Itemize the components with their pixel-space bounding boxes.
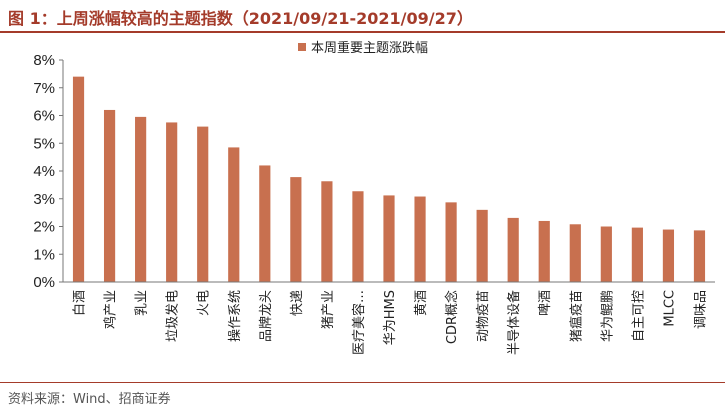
- x-category-label: 动物疫苗: [475, 290, 491, 342]
- y-tick-label: 5%: [33, 135, 55, 152]
- y-tick-label: 8%: [33, 52, 55, 69]
- bar: [693, 230, 706, 282]
- y-tick-label: 0%: [33, 274, 55, 291]
- x-category-label: 乳业: [135, 290, 150, 316]
- x-category-label: 华为HMS: [383, 290, 398, 345]
- title-rule: [0, 31, 725, 33]
- x-category-label: 啤酒: [538, 290, 553, 316]
- x-category-label: 鸡产业: [103, 290, 119, 329]
- bars: [72, 76, 706, 283]
- x-category-label: 火电: [197, 290, 212, 316]
- x-category-label: 调味品: [693, 290, 708, 329]
- x-category-label: MLCC: [662, 290, 677, 327]
- bar-chart: 本周重要主题涨跌幅 0% 1% 2% 3% 4% 5% 6% 7% 8% 白酒 鸡产业 乳业 垃圾发电…: [33, 40, 715, 355]
- bar: [476, 209, 488, 282]
- bar: [600, 226, 612, 282]
- x-category-label: 黄酒: [414, 290, 429, 316]
- x-category-label: 半导体设备: [506, 290, 522, 355]
- x-category-label: CDR概念: [444, 290, 460, 344]
- source-note: 资料来源：Wind、招商证券: [8, 392, 171, 407]
- bar: [228, 147, 240, 282]
- x-category-label: 品牌龙头: [258, 290, 274, 342]
- y-tick-label: 6%: [33, 108, 55, 125]
- bar: [290, 177, 302, 282]
- legend-swatch: [298, 43, 306, 51]
- y-tick-label: 2%: [33, 219, 55, 236]
- bar: [538, 220, 550, 282]
- bar: [321, 181, 333, 282]
- bar: [383, 195, 395, 282]
- bar: [631, 227, 643, 282]
- bar: [259, 165, 271, 282]
- x-axis: 白酒 鸡产业 乳业 垃圾发电 火电 操作系统 品牌龙头 快递 猪产业 医疗美容… 华为HMS 黄酒 CD…: [63, 281, 715, 355]
- y-tick-label: 3%: [33, 191, 55, 208]
- x-category-label: 华为鲲鹏: [600, 290, 615, 342]
- bar: [135, 116, 147, 282]
- y-tick-label: 7%: [33, 80, 55, 97]
- bar: [662, 229, 675, 282]
- bar: [103, 109, 116, 282]
- title-bar: 图 1：上周涨幅较高的主题指数（2021/09/21-2021/09/27）: [0, 0, 725, 33]
- x-category-label: 白酒: [72, 290, 88, 316]
- x-category-label: 操作系统: [227, 290, 243, 342]
- x-category-label: 医疗美容…: [351, 290, 367, 355]
- y-tick-label: 1%: [33, 246, 55, 263]
- bar: [414, 196, 426, 282]
- source-rule: [0, 382, 725, 383]
- y-tick-label: 4%: [33, 163, 55, 180]
- legend: 本周重要主题涨跌幅: [298, 40, 428, 56]
- bar: [166, 122, 178, 282]
- x-category-label: 猪产业: [321, 290, 336, 329]
- figure-title: 图 1：上周涨幅较高的主题指数（2021/09/21-2021/09/27）: [8, 9, 473, 28]
- bar: [507, 217, 519, 282]
- bar: [352, 191, 364, 282]
- x-category-label: 垃圾发电: [165, 290, 181, 342]
- x-category-label: 猪瘟疫苗: [568, 290, 584, 342]
- bar: [72, 76, 85, 283]
- x-category-label: 自主可控: [631, 290, 646, 342]
- y-axis: 0% 1% 2% 3% 4% 5% 6% 7% 8%: [33, 52, 64, 291]
- bar: [569, 224, 581, 282]
- x-category-label: 快递: [290, 290, 305, 316]
- bar: [197, 126, 209, 282]
- bar: [445, 202, 457, 282]
- legend-label: 本周重要主题涨跌幅: [311, 40, 428, 56]
